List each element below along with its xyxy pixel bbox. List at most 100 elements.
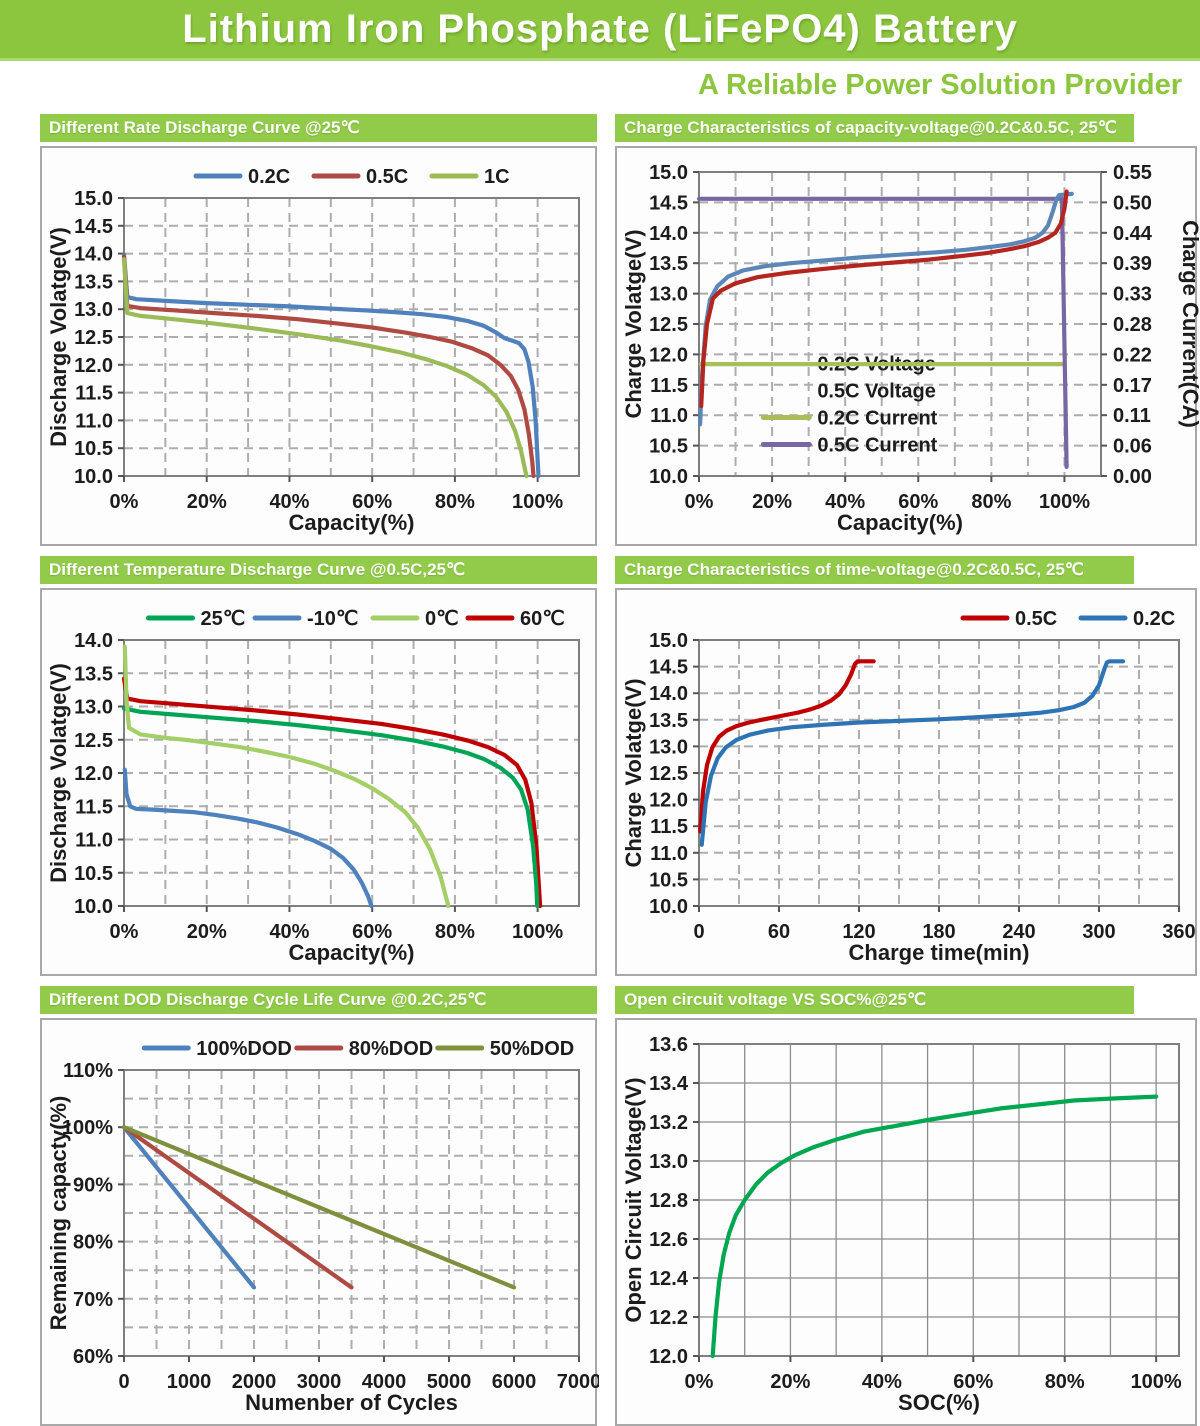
svg-text:60: 60: [768, 921, 790, 943]
svg-text:100%: 100%: [512, 491, 563, 513]
svg-text:50%DOD: 50%DOD: [490, 1038, 574, 1060]
svg-text:Charge Volatge(V): Charge Volatge(V): [621, 678, 646, 867]
svg-text:60%: 60%: [352, 921, 392, 943]
svg-text:15.0: 15.0: [649, 162, 688, 184]
charts-grid: Different Rate Discharge Curve @25℃ 0% 20…: [0, 106, 1200, 1426]
svg-text:0.5C Current: 0.5C Current: [817, 435, 937, 457]
chart-box-rate-discharge: 0% 20% 40% 60% 80% 100% 15.0 14.5 14.0 13.5 13.0 12…: [40, 146, 597, 546]
svg-text:12.5: 12.5: [74, 730, 113, 752]
svg-text:11.0: 11.0: [650, 843, 688, 865]
chart-card-charge-capacity-voltage: Charge Characteristics of capacity-volta…: [615, 114, 1199, 546]
chart-plot-rate-discharge: 0% 20% 40% 60% 80% 100% 15.0 14.5 14.0 13.5 13.0 12…: [46, 166, 580, 535]
svg-text:2000: 2000: [232, 1371, 277, 1393]
svg-text:13.5: 13.5: [74, 271, 113, 293]
svg-text:Numenber of Cycles: Numenber of Cycles: [245, 1390, 458, 1415]
svg-text:13.4: 13.4: [649, 1073, 689, 1095]
svg-text:70%: 70%: [73, 1289, 113, 1311]
svg-text:1C: 1C: [484, 166, 510, 188]
svg-text:0.2C Current: 0.2C Current: [817, 408, 937, 430]
svg-text:300: 300: [1082, 921, 1115, 943]
svg-text:11.5: 11.5: [650, 816, 688, 838]
svg-text:6000: 6000: [492, 1371, 537, 1393]
chart-card-rate-discharge: Different Rate Discharge Curve @25℃ 0% 20…: [40, 114, 597, 546]
svg-text:0.39: 0.39: [1113, 253, 1152, 275]
chart-title-charge-time-voltage: Charge Characteristics of time-voltage@0…: [615, 556, 1134, 584]
svg-text:0.5C: 0.5C: [366, 166, 408, 188]
svg-text:20%: 20%: [187, 491, 227, 513]
svg-text:10.5: 10.5: [649, 436, 688, 458]
svg-text:0.00: 0.00: [1113, 466, 1152, 488]
svg-text:Capacity(%): Capacity(%): [837, 510, 963, 535]
svg-text:Capacity(%): Capacity(%): [289, 510, 415, 535]
svg-text:11.0: 11.0: [75, 830, 113, 852]
svg-text:13.0: 13.0: [649, 736, 688, 758]
svg-text:0.5C: 0.5C: [1015, 608, 1057, 630]
svg-text:5000: 5000: [427, 1371, 472, 1393]
chart-box-charge-time-voltage: 0 60 120 180 240 300 360 15.0 14.5 14.0 13.5 13.0 12…: [615, 588, 1197, 976]
svg-text:120: 120: [842, 921, 875, 943]
svg-text:60%: 60%: [898, 491, 938, 513]
svg-text:60%: 60%: [953, 1371, 993, 1393]
chart-box-ocv-soc: 0% 20% 40% 60% 80% 100% 13.6 13.4 13.2 13.0 12.8 12…: [615, 1018, 1197, 1426]
svg-text:12.0: 12.0: [649, 790, 688, 812]
svg-text:0: 0: [693, 921, 704, 943]
svg-text:25℃: 25℃: [201, 608, 246, 630]
svg-text:0.06: 0.06: [1113, 436, 1152, 458]
svg-text:12.0: 12.0: [649, 1346, 688, 1368]
svg-text:100%: 100%: [1131, 1371, 1182, 1393]
svg-text:0.5C Voltage: 0.5C Voltage: [817, 381, 936, 403]
svg-text:Charge time(min): Charge time(min): [849, 940, 1030, 965]
svg-text:14.5: 14.5: [74, 216, 113, 238]
svg-text:0.2C: 0.2C: [1133, 608, 1175, 630]
chart-box-charge-capacity-voltage: 0% 20% 40% 60% 80% 100% 15.0 14.5 14.0 13.5 13.0 12…: [615, 146, 1199, 546]
svg-text:20%: 20%: [770, 1371, 810, 1393]
svg-text:0%: 0%: [685, 491, 714, 513]
svg-text:3000: 3000: [297, 1371, 342, 1393]
chart-title-ocv-soc: Open circuit voltage VS SOC%@25℃: [615, 986, 1134, 1014]
svg-text:Charge Current(CA): Charge Current(CA): [1178, 220, 1199, 428]
svg-text:100%: 100%: [512, 921, 563, 943]
svg-text:10.0: 10.0: [649, 466, 688, 488]
svg-text:12.4: 12.4: [649, 1268, 689, 1290]
svg-text:12.8: 12.8: [649, 1190, 688, 1212]
svg-text:12.5: 12.5: [649, 763, 688, 785]
svg-text:12.5: 12.5: [649, 314, 688, 336]
charts-row-1: Different Rate Discharge Curve @25℃ 0% 20…: [40, 114, 1200, 546]
svg-text:20%: 20%: [752, 491, 792, 513]
svg-text:12.2: 12.2: [649, 1307, 688, 1329]
chart-title-temperature-discharge: Different Temperature Discharge Curve @0…: [40, 556, 597, 584]
svg-text:SOC(%): SOC(%): [898, 1390, 980, 1415]
chart-box-dod-cycle-life: 0 1000 2000 3000 4000 5000 6000 7000 110% 100% 90%…: [40, 1018, 599, 1426]
svg-text:0.11: 0.11: [1113, 405, 1151, 427]
svg-text:Discharge Volatge(V): Discharge Volatge(V): [46, 663, 71, 883]
svg-text:0%: 0%: [685, 1371, 714, 1393]
svg-text:11.5: 11.5: [75, 383, 113, 405]
svg-text:13.2: 13.2: [649, 1112, 688, 1134]
svg-text:10.0: 10.0: [649, 896, 688, 918]
svg-text:100%: 100%: [62, 1117, 113, 1139]
svg-text:0.44: 0.44: [1113, 223, 1153, 245]
svg-text:7000: 7000: [557, 1371, 599, 1393]
svg-text:11.5: 11.5: [650, 375, 688, 397]
svg-text:110%: 110%: [63, 1060, 113, 1082]
chart-card-ocv-soc: Open circuit voltage VS SOC%@25℃ 0% 20% 40…: [615, 986, 1197, 1426]
chart-plot-temperature-discharge: 0% 20% 40% 60% 80% 100% 14.0 13.5 13.0 12.5 12.0 11…: [46, 608, 580, 965]
svg-text:0℃: 0℃: [425, 608, 459, 630]
svg-text:11.0: 11.0: [650, 405, 688, 427]
svg-text:13.0: 13.0: [649, 284, 688, 306]
svg-text:60℃: 60℃: [520, 608, 565, 630]
svg-text:0: 0: [118, 1371, 129, 1393]
svg-text:Open Circuit Voltage(V): Open Circuit Voltage(V): [621, 1077, 646, 1322]
svg-text:80%: 80%: [435, 921, 475, 943]
svg-text:13.5: 13.5: [649, 710, 688, 732]
svg-text:80%: 80%: [971, 491, 1011, 513]
svg-text:13.6: 13.6: [649, 1034, 688, 1056]
svg-text:14.5: 14.5: [649, 657, 688, 679]
svg-text:14.0: 14.0: [649, 683, 688, 705]
svg-text:40%: 40%: [269, 491, 309, 513]
svg-text:40%: 40%: [825, 491, 865, 513]
svg-text:0.33: 0.33: [1113, 284, 1152, 306]
chart-plot-dod-cycle-life: 0 1000 2000 3000 4000 5000 6000 7000 110% 100% 90%…: [46, 1038, 599, 1415]
charts-row-3: Different DOD Discharge Cycle Life Curve…: [40, 986, 1200, 1426]
svg-text:10.0: 10.0: [74, 466, 113, 488]
